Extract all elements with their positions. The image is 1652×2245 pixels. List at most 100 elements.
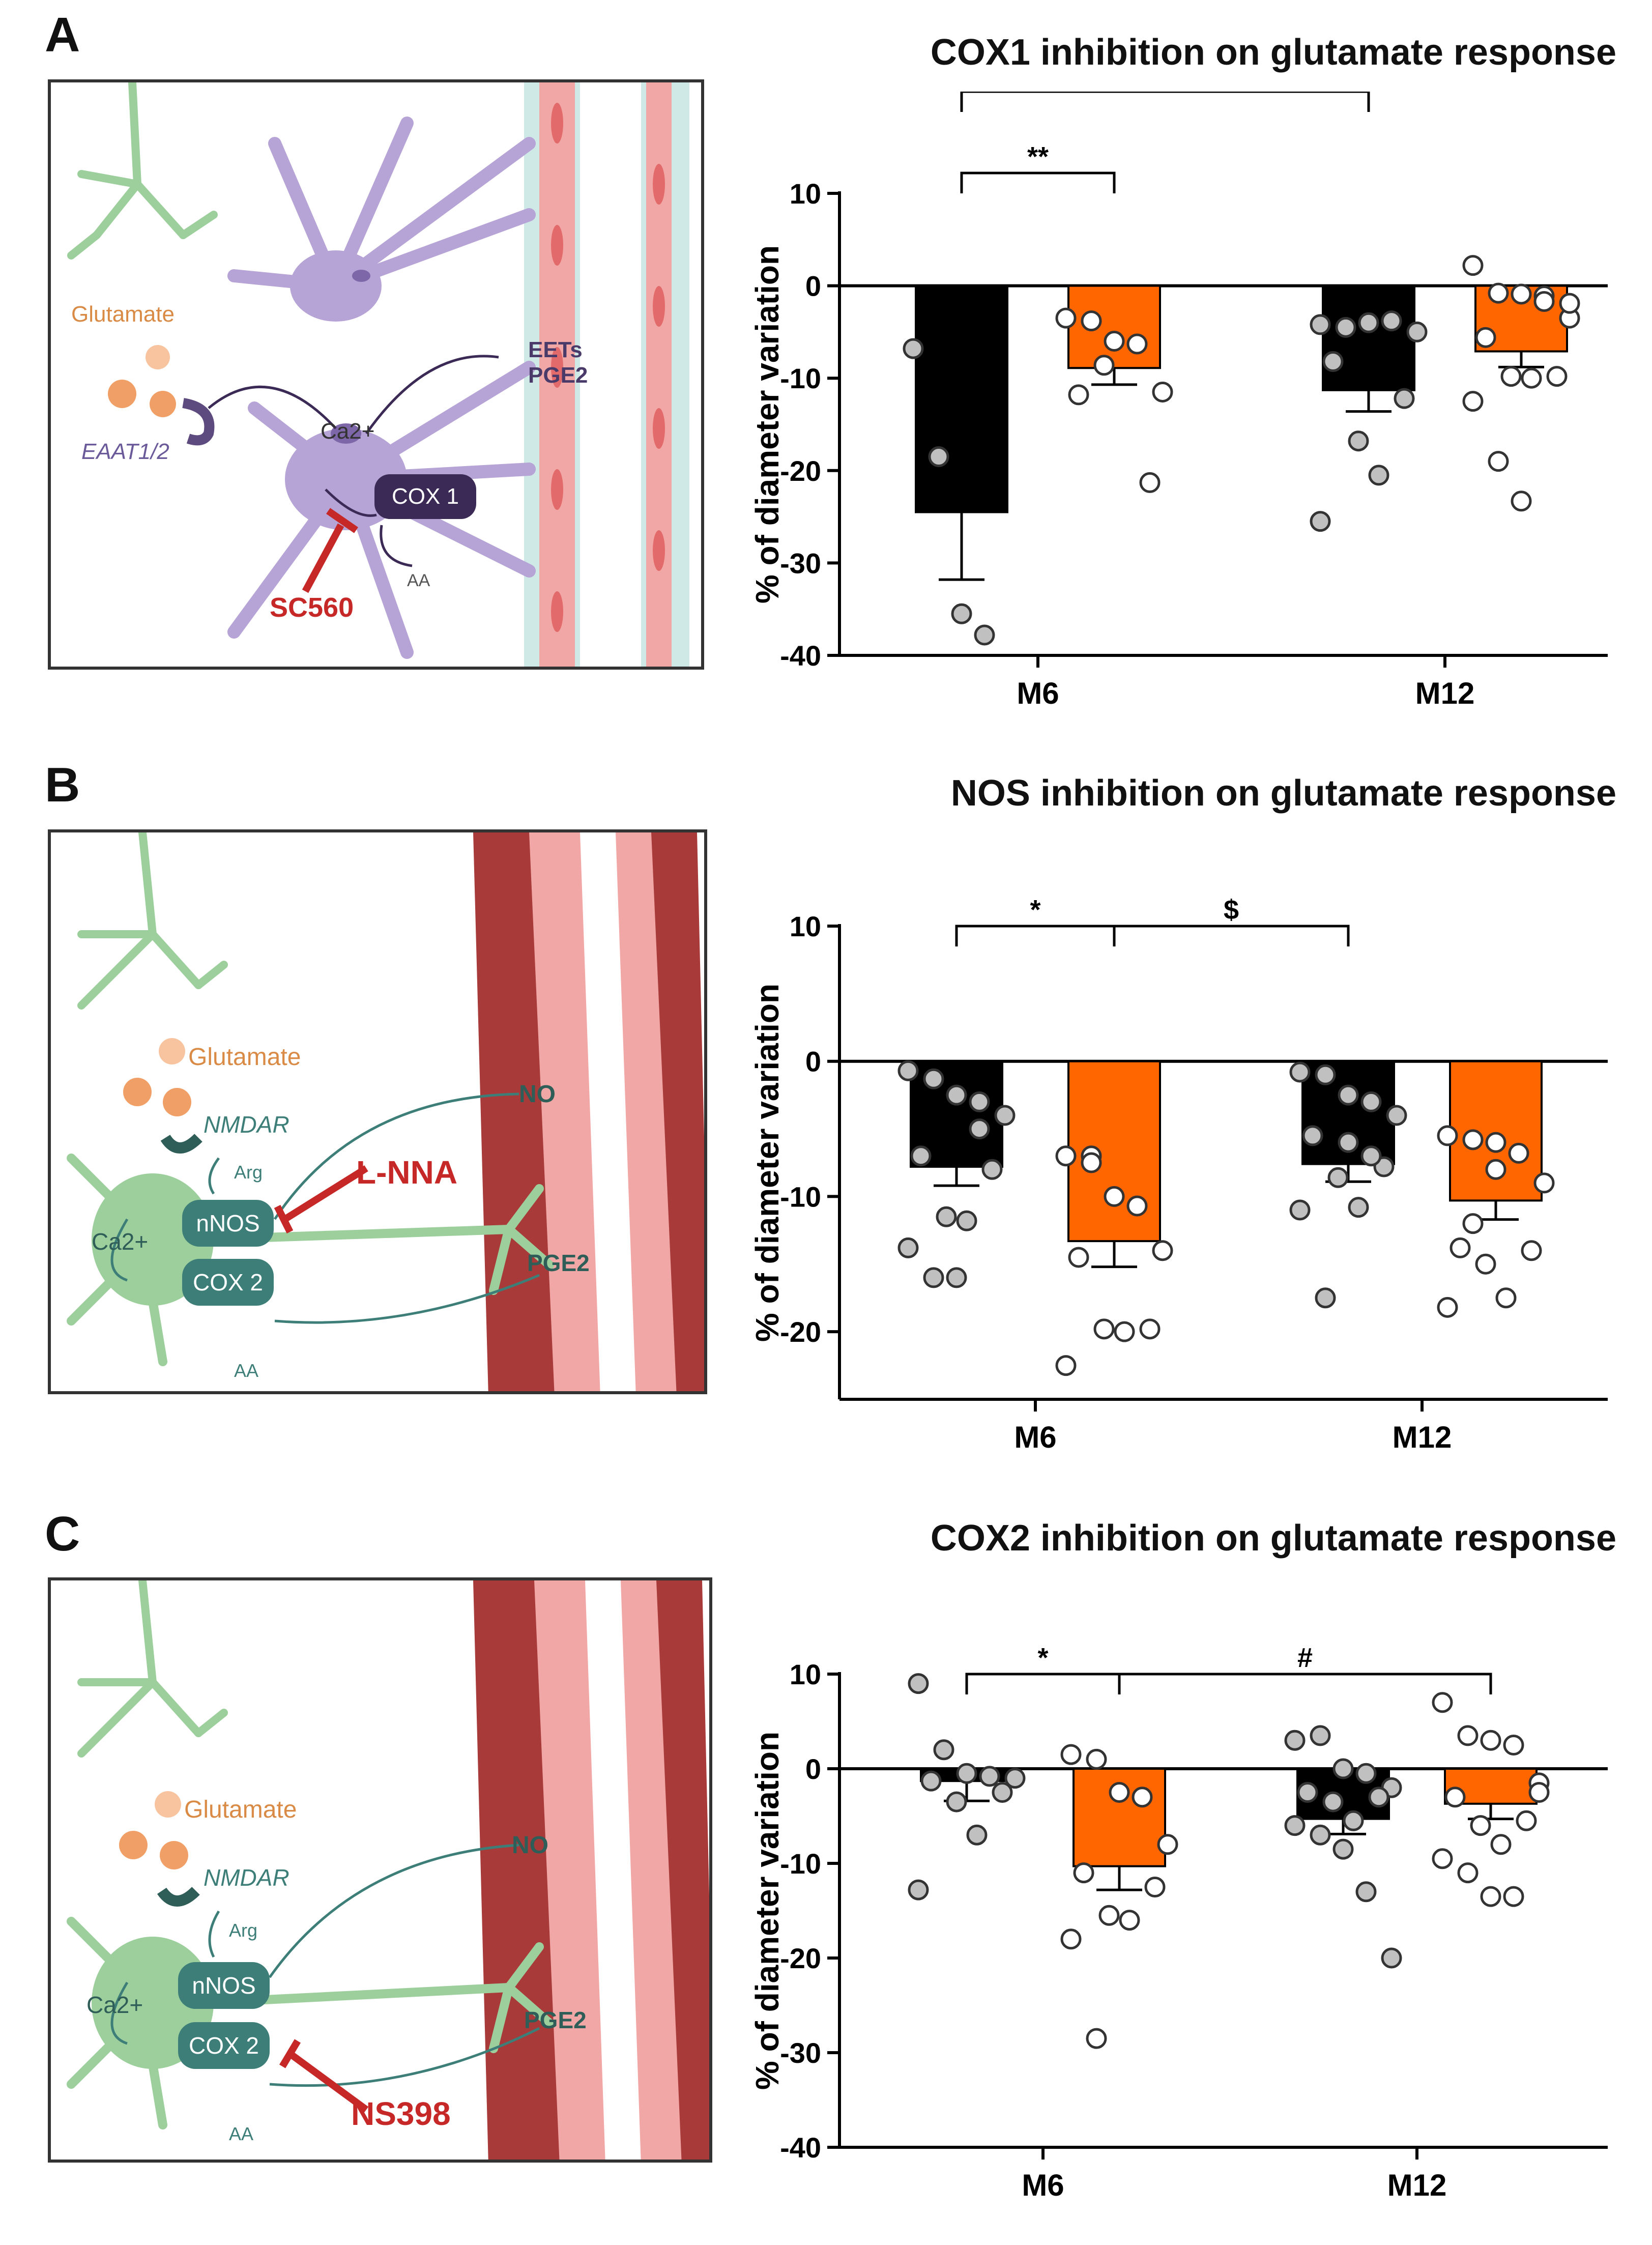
data-point-inhibitor [1462,391,1484,412]
data-point-control [1004,1768,1026,1789]
data-point-control [908,1879,929,1901]
lnna-label: L-NNA [356,1154,457,1191]
x-group-label: M6 [1014,1420,1056,1454]
data-point-inhibitor [1533,1172,1555,1194]
data-point-inhibitor [1546,366,1568,387]
data-point-control [994,1105,1016,1126]
data-point-inhibitor [1104,331,1125,352]
sc560-label: SC560 [270,592,354,623]
ns398-label: NS398 [351,2095,451,2132]
x-group-label: M6 [1017,676,1059,710]
pge2-label: PGE2 [527,1250,590,1276]
data-point-control [1284,1815,1306,1836]
x-group-label: M12 [1387,2168,1447,2202]
data-point-inhibitor [1119,1910,1140,1931]
data-point-control [1297,1782,1318,1803]
data-point-inhibitor [1475,1253,1496,1275]
data-point-inhibitor [1485,1159,1506,1180]
data-point-inhibitor [1495,1287,1517,1309]
data-point-control [1338,1132,1359,1153]
bar-control-M6 [915,284,1008,513]
data-point-control [1386,1105,1407,1126]
y-tick-label: 0 [805,1046,821,1078]
chart-title-cox2: COX2 inhibition on glutamate response [930,1518,1616,1559]
data-point-control [1289,1061,1311,1083]
pge2-label: PGE2 [528,363,588,388]
vessel-nuclei [551,103,665,632]
data-point-inhibitor [1073,1862,1094,1884]
pathway-arrows [110,1092,540,1324]
data-point-inhibitor [1462,1213,1484,1234]
neuron-dendrites-top [77,1580,228,1758]
panel-letter-a: A [45,8,80,62]
significance-label: ** [1027,141,1049,172]
neuron-dendrites [67,82,218,260]
eaat-transporter-shape [182,398,215,446]
data-point-inhibitor [1480,1730,1501,1751]
data-point-control [1315,1287,1336,1309]
panel-letter-b: B [45,758,80,812]
ns398-inhibition-bar [279,2039,301,2068]
data-point-control [933,1739,954,1761]
vessel-smc-right [656,1580,709,2160]
data-point-inhibitor [1533,291,1555,312]
data-point-inhibitor [1511,491,1532,512]
data-point-control [956,1763,977,1784]
nmdar-label: NMDAR [204,1111,289,1138]
data-point-control [946,1084,967,1106]
vessel-endo-right [616,832,687,1391]
data-point-inhibitor [1068,1247,1089,1268]
data-point-inhibitor [1490,1834,1512,1855]
schematic-cox2-neuron: Glutamate NMDAR Arg Ca2+ nNOS COX 2 AA N… [48,1577,712,2163]
schematic-cox1-astrocyte: Glutamate EAAT1/2 Ca2+ COX 1 SC560 AA EE… [48,79,704,670]
calcium-label: Ca2+ [321,419,374,444]
data-point-control [1360,1091,1382,1112]
data-point-inhibitor [1055,1355,1077,1376]
data-point-inhibitor [1068,384,1089,406]
significance-label: * [1030,895,1040,925]
y-tick-label: 10 [790,178,821,210]
data-point-control [897,1237,919,1258]
eaat-label: EAAT1/2 [81,439,169,464]
y-tick-label: -40 [780,2132,821,2164]
significance-bracket-line [1113,925,1350,946]
data-point-control [1355,1881,1377,1903]
nmdar-label: NMDAR [204,1864,289,1891]
significance-label: * [1037,1643,1048,1673]
data-point-control [1322,1791,1344,1812]
data-point-inhibitor [1081,310,1102,332]
data-point-inhibitor [1152,381,1173,402]
significance-bracket-line [1118,1673,1492,1694]
y-tick-label: -40 [780,640,821,672]
data-point-inhibitor [1132,1787,1153,1808]
data-point-control [1302,1125,1323,1146]
data-point-inhibitor [1508,1142,1529,1164]
data-point-control [1348,430,1369,452]
schematic-c-drawing: Glutamate NMDAR Arg Ca2+ nNOS COX 2 AA N… [67,1580,709,2160]
chart-nos-inhibition: 10 0 -10 -20% of diameter variation M6 M12 * $ [749,895,1608,1454]
chart-cox1-inhibition: 10 0 -10 -20 -30 -40 % of diameter variation M6… [749,92,1608,710]
pathway-arrows [208,355,499,567]
schematic-nos-neuron: Glutamate NMDAR Arg Ca2+ nNOS COX 2 AA N… [48,829,707,1394]
data-point-control [920,1770,942,1792]
data-point-inhibitor [1437,1297,1458,1318]
x-group-label: M12 [1393,1420,1452,1454]
arg-label: Arg [229,1920,257,1941]
data-point-control [979,1766,1000,1787]
y-tick-label: -30 [780,547,821,579]
data-point-inhibitor [1503,1735,1524,1755]
data-point-control [1335,316,1356,338]
y-axis-label: % of diameter variation [749,984,786,1342]
data-point-inhibitor [1086,1748,1107,1770]
nnos-label: nNOS [196,1210,259,1236]
sc560-inhibition-line [302,523,344,593]
y-tick-label: 0 [805,1753,821,1785]
schematic-a-drawing: Glutamate EAAT1/2 Ca2+ COX 1 SC560 AA EE… [67,82,689,667]
data-point-inhibitor [1432,1848,1453,1869]
data-point-control [1381,1947,1402,1969]
glutamate-molecules [119,1791,188,1869]
data-point-inhibitor [1114,1321,1135,1342]
data-point-control [928,446,949,468]
data-point-inhibitor [1475,327,1496,348]
data-point-inhibitor [1139,472,1161,493]
